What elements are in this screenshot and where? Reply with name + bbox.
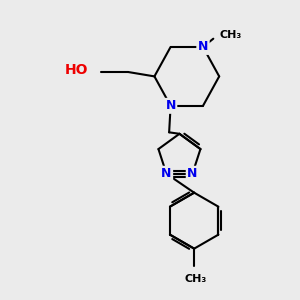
Text: N: N — [187, 167, 198, 180]
Text: N: N — [165, 99, 176, 112]
Text: HO: HO — [65, 64, 88, 77]
Text: N: N — [198, 40, 208, 53]
Text: CH₃: CH₃ — [184, 274, 207, 284]
Text: CH₃: CH₃ — [219, 30, 242, 40]
Text: N: N — [161, 167, 172, 180]
